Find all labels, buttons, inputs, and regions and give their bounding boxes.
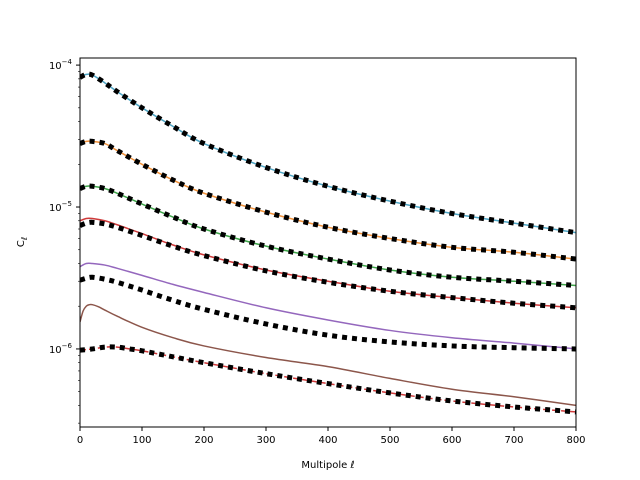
y-tick-label: 10−5 xyxy=(49,200,72,214)
series-layer xyxy=(80,71,576,415)
y-tick-label: 10−6 xyxy=(49,342,73,356)
y-tick-label-exp: −5 xyxy=(62,200,72,208)
series-line-solid-4 xyxy=(80,262,576,350)
x-tick-label: 700 xyxy=(504,435,523,446)
x-tick-label: 600 xyxy=(442,435,461,446)
series-line-dotted-7 xyxy=(80,71,576,236)
y-tick-label-base: 10 xyxy=(49,203,62,214)
y-tick-label-base: 10 xyxy=(49,345,62,356)
x-tick-label: 200 xyxy=(194,435,213,446)
series-line-dotted-12 xyxy=(80,344,576,415)
series-line-dotted-8 xyxy=(80,138,576,262)
series-line-dotted-9 xyxy=(80,183,576,288)
y-axis-label-main: C xyxy=(16,240,27,247)
x-tick-label: 100 xyxy=(132,435,151,446)
y-tick-label-exp: −6 xyxy=(62,342,73,350)
x-tick-label: 0 xyxy=(77,435,83,446)
series-line-dotted-11 xyxy=(80,274,576,352)
series-line-dotted-10 xyxy=(80,219,576,311)
x-tick-label: 300 xyxy=(256,435,275,446)
x-axis-label: Multipole ℓ xyxy=(301,460,354,471)
y-axis-label: Cℓ xyxy=(16,237,29,247)
y-tick-label: 10−4 xyxy=(49,58,73,72)
series-line-solid-5 xyxy=(80,303,576,407)
y-tick-label-exp: −4 xyxy=(62,58,73,66)
x-axis: 0 100 200 300 400 500 600 700 800 xyxy=(77,427,586,446)
x-tick-label: 400 xyxy=(318,435,337,446)
y-tick-label-base: 10 xyxy=(49,61,62,72)
x-tick-label: 500 xyxy=(380,435,399,446)
x-tick-label: 800 xyxy=(566,435,585,446)
y-axis: 10−610−510−4 xyxy=(49,58,80,424)
y-axis-label-sub: ℓ xyxy=(20,237,29,241)
